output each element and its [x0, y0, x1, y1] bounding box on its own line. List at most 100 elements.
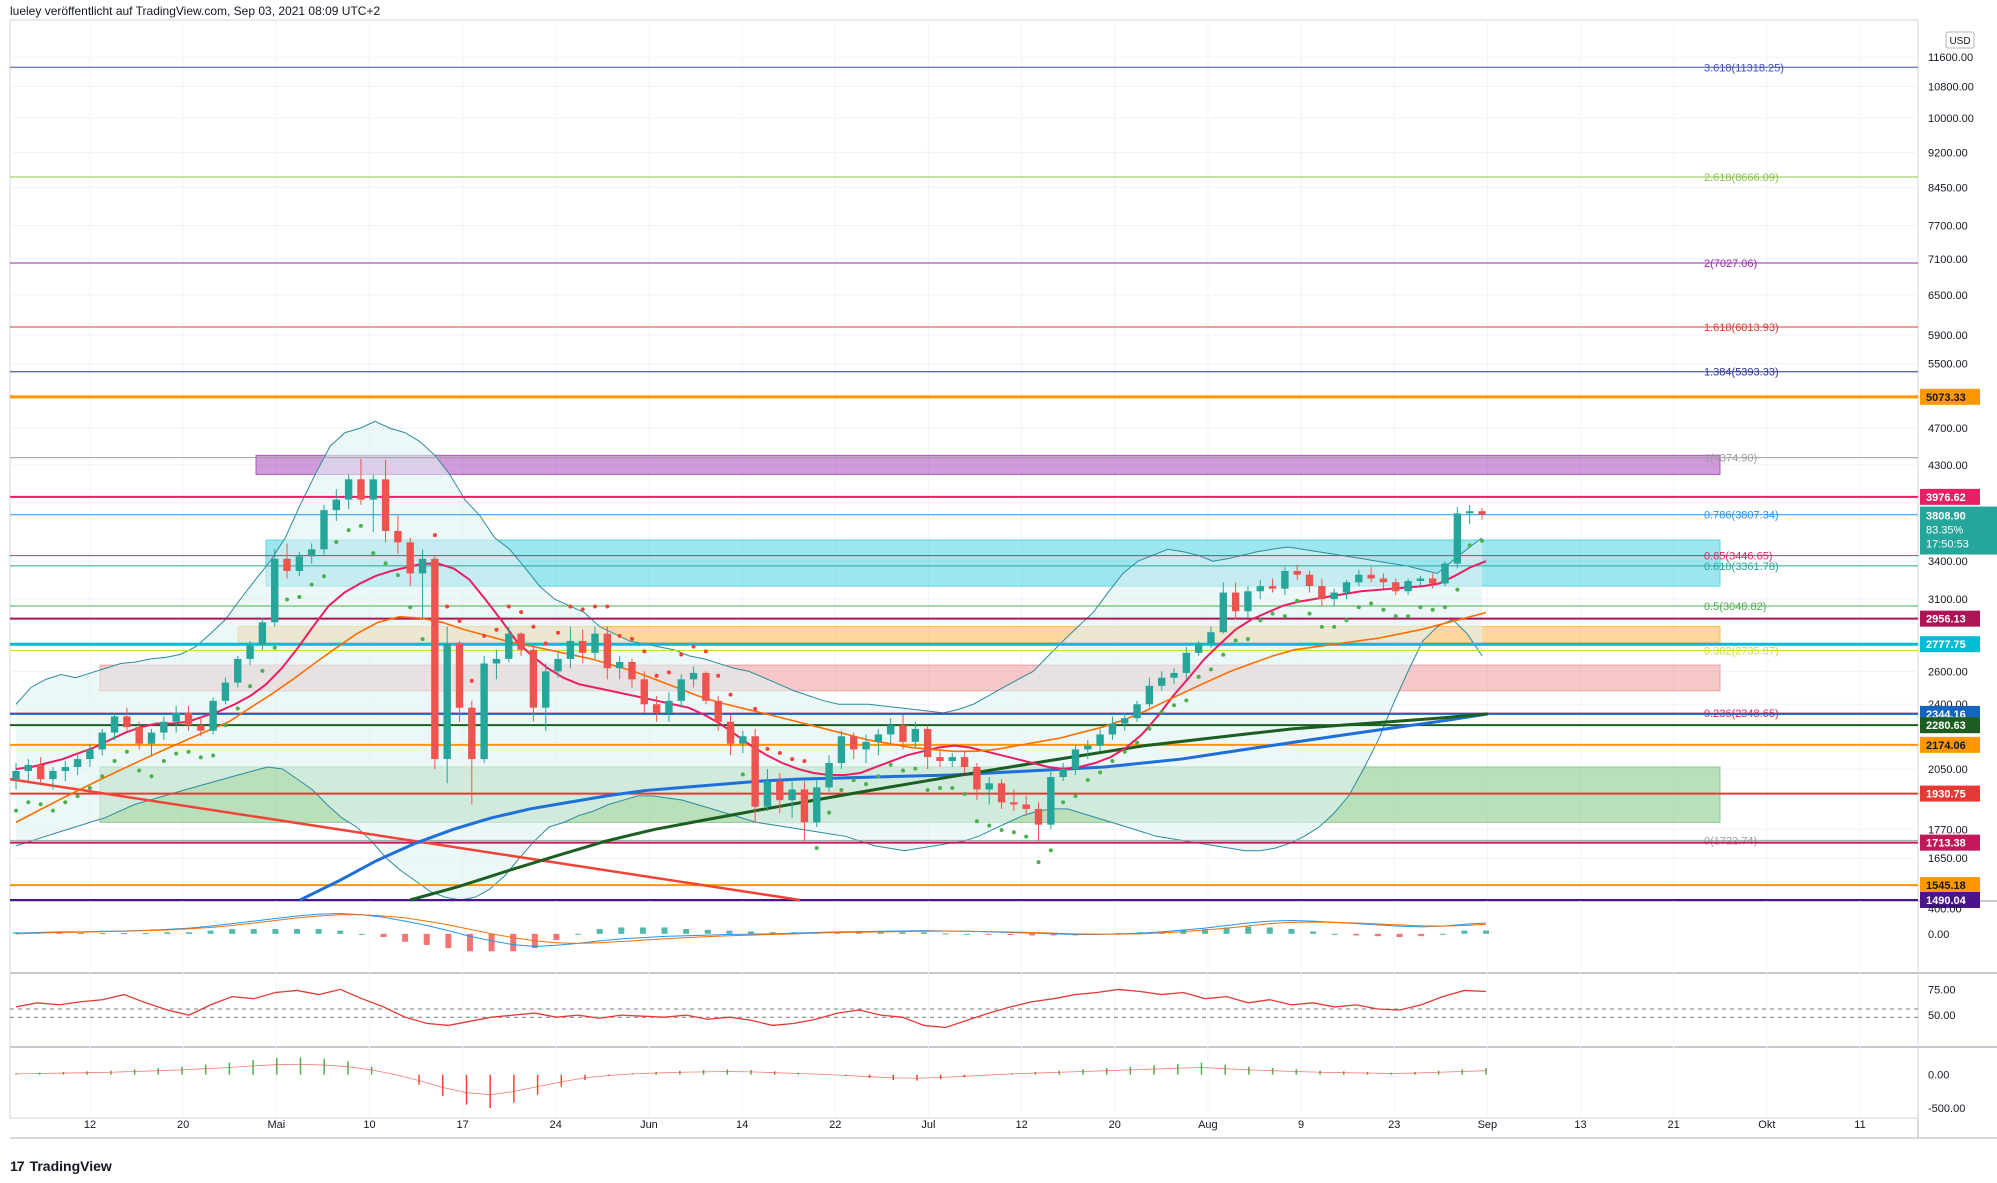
- sar-dot: [1159, 709, 1164, 714]
- last-price-countdown: 17:50:53: [1926, 539, 1969, 551]
- price-axis-label: 2600.00: [1928, 666, 1968, 678]
- sar-dot: [1393, 614, 1398, 619]
- sar-dot: [543, 641, 548, 646]
- candle-body: [578, 640, 587, 653]
- sar-dot: [297, 595, 302, 600]
- candle-body: [1465, 511, 1474, 514]
- sar-dot: [149, 774, 154, 779]
- candle-body: [492, 658, 501, 664]
- fib-level-label: 1.384(5393.33): [1704, 367, 1779, 379]
- sar-dot: [666, 670, 671, 675]
- candle-body: [123, 716, 131, 728]
- bollinger-lower-line: [15, 618, 1483, 901]
- sar-dot: [1295, 598, 1300, 603]
- tradingview-logo-icon: 17: [10, 1158, 25, 1174]
- price-badge-label: 2777.75: [1926, 639, 1966, 651]
- candle-body: [1355, 574, 1363, 583]
- sar-dot: [703, 649, 708, 654]
- candle-body: [344, 479, 353, 500]
- sar-dot: [605, 604, 610, 609]
- candle-body: [1453, 513, 1462, 564]
- candle-body: [246, 645, 254, 659]
- time-axis-label: 11: [1854, 1119, 1865, 1131]
- sar-dot: [1270, 611, 1275, 616]
- sar-dot: [827, 810, 832, 815]
- candle-body: [36, 764, 45, 780]
- macd-hist-bar: [1483, 930, 1489, 934]
- sar-dot: [593, 604, 598, 609]
- macd-hist-bar: [899, 932, 906, 934]
- macd-hist-bar: [1396, 933, 1403, 937]
- candle-body: [1096, 734, 1104, 746]
- candle-body: [209, 700, 217, 731]
- sar-dot: [753, 706, 758, 711]
- bollinger-band-fill: [16, 421, 1482, 900]
- rsi-axis-label: 75.00: [1928, 984, 1956, 996]
- sar-dot: [506, 604, 511, 609]
- price-badge-label: 5073.33: [1926, 392, 1966, 404]
- price-badge: [1920, 488, 1980, 505]
- sar-dot: [383, 561, 388, 566]
- sar-dot: [285, 597, 290, 602]
- price-axis-label: 2050.00: [1928, 764, 1968, 776]
- sar-dot: [124, 749, 129, 754]
- candle-body: [147, 732, 156, 744]
- macd-hist-bar: [380, 933, 387, 937]
- candle-body: [468, 707, 476, 760]
- macd-hist-bar: [250, 929, 257, 934]
- candle-body: [480, 663, 488, 760]
- last-price-badge: [1920, 506, 1997, 555]
- candle-body: [332, 499, 340, 511]
- macd-hist-bar: [1353, 933, 1360, 936]
- sar-dot: [482, 633, 487, 638]
- sar-dot: [137, 768, 142, 773]
- fib-level-label: 0.786(3807.34): [1704, 510, 1779, 522]
- sar-dot: [1332, 624, 1337, 629]
- sar-dot: [740, 772, 745, 777]
- price-badge-label: 1545.18: [1926, 880, 1966, 892]
- ma-green-line: [409, 712, 1489, 902]
- fib-level-label: 1.618(6013.93): [1704, 322, 1779, 334]
- macd-hist-bar: [1201, 929, 1208, 934]
- sar-dot: [1418, 605, 1423, 610]
- price-badge: [1920, 610, 1980, 627]
- macd-hist-bar: [704, 929, 711, 934]
- sar-dot: [568, 604, 573, 609]
- macd-hist-bar: [229, 929, 236, 934]
- ma-blue-line: [299, 712, 1489, 902]
- bollinger-upper-line: [15, 420, 1483, 714]
- macd-hist-bar: [1266, 927, 1273, 934]
- candle-body: [1244, 591, 1252, 612]
- macd-line: [15, 912, 1487, 948]
- candle-body: [973, 766, 981, 790]
- sar-dot: [790, 757, 795, 762]
- macd-hist-bar: [769, 932, 776, 934]
- osc-axis-label: 0.00: [1928, 1070, 1949, 1082]
- sar-dot: [1196, 674, 1201, 679]
- macd-hist-bar: [596, 929, 603, 934]
- tradingview-footer[interactable]: 17 TradingView: [10, 1158, 112, 1174]
- time-axis-label: 20: [1109, 1119, 1121, 1131]
- time-axis-label: Mai: [267, 1119, 285, 1131]
- sar-dot: [161, 759, 166, 764]
- candle-body: [825, 763, 833, 788]
- price-axis-label: 6500.00: [1928, 290, 1968, 302]
- candle-body: [381, 479, 390, 531]
- price-axis-label: 7700.00: [1928, 220, 1968, 232]
- candle-body: [1207, 632, 1215, 644]
- candle-body: [874, 734, 883, 742]
- ema-fast-line: [15, 560, 1487, 777]
- sar-dot: [1061, 800, 1066, 805]
- candle-body: [418, 558, 427, 574]
- sar-dot: [876, 774, 881, 779]
- red-trendline: [9, 777, 801, 902]
- candle-body: [862, 741, 870, 750]
- sar-dot: [691, 644, 696, 649]
- sar-dot: [1258, 618, 1263, 623]
- sar-dot: [999, 827, 1004, 832]
- macd-hist-bar: [639, 927, 646, 934]
- candle-body: [455, 643, 464, 708]
- price-axis-label: 9200.00: [1928, 147, 1968, 159]
- candle-body: [73, 759, 82, 767]
